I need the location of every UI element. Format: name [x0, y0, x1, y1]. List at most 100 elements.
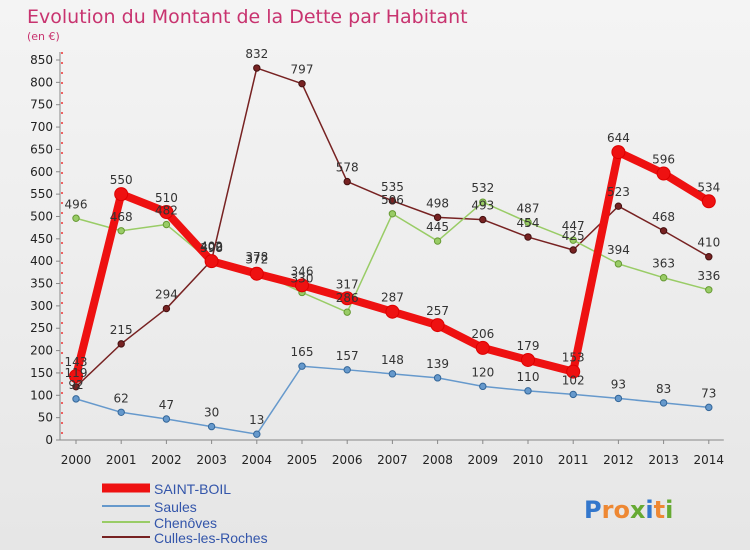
data-point-saint-boil: [430, 318, 445, 333]
logo-letter: i: [665, 496, 673, 524]
legend-label-culles-les-roches: Culles-les-Roches: [154, 530, 268, 546]
data-label-chen-ves: 398: [200, 241, 223, 255]
data-label-chen-ves: 286: [336, 291, 359, 305]
data-point-saint-boil: [340, 291, 355, 306]
data-label-saint-boil: 317: [336, 277, 359, 291]
data-label-chen-ves: 487: [517, 201, 540, 215]
chart-subtitle: (en €): [27, 30, 60, 43]
data-label-culles-les-roches: 578: [336, 161, 359, 175]
data-point-chen-ves: [72, 214, 80, 222]
data-point-culles-les-roches: [705, 253, 713, 261]
data-label-chen-ves: 378: [245, 250, 268, 264]
data-label-saules: 120: [471, 365, 494, 379]
data-label-saint-boil: 257: [426, 304, 449, 318]
data-point-culles-les-roches: [343, 177, 351, 186]
axes: 0 50 100 150 200 250 300 350 400 450 500 550 600 650 7…: [30, 52, 724, 467]
y-tick-label: 200: [30, 344, 53, 358]
proxiti-logo: Proxiti: [584, 496, 673, 524]
x-tick-label: 2006: [332, 453, 363, 467]
x-tick-label: 2010: [513, 453, 544, 467]
data-label-culles-les-roches: 468: [652, 210, 675, 224]
data-point-chen-ves: [659, 274, 668, 282]
data-point-culles-les-roches: [569, 246, 577, 254]
y-tick-label: 750: [30, 98, 53, 112]
legend: SAINT-BOIL SaulesChenôvesCulles-les-Roche…: [102, 481, 268, 546]
data-point-saint-boil: [249, 266, 264, 281]
data-point-saint-boil: [521, 352, 535, 367]
y-tick-label: 100: [30, 388, 53, 402]
y-tick-label: 650: [30, 142, 53, 156]
logo-letter: P: [584, 496, 602, 524]
data-point-saint-boil: [69, 369, 83, 384]
data-label-chen-ves: 336: [697, 269, 720, 283]
data-label-saint-boil: 510: [155, 191, 178, 205]
data-label-chen-ves: 447: [562, 219, 585, 233]
data-label-culles-les-roches: 832: [245, 47, 268, 61]
data-point-culles-les-roches: [524, 233, 532, 241]
data-label-chen-ves: 506: [381, 193, 404, 207]
data-point-saules: [524, 387, 532, 395]
data-label-saint-boil: 153: [562, 351, 585, 365]
x-tick-label: 2002: [151, 453, 182, 467]
data-point-saules: [253, 430, 261, 438]
data-label-saules: 93: [611, 377, 626, 391]
x-tick-label: 2014: [694, 453, 725, 467]
x-tick-label: 2009: [468, 453, 499, 467]
data-point-saint-boil: [475, 340, 490, 355]
data-point-saules: [388, 370, 397, 378]
data-point-saules: [72, 395, 80, 403]
data-point-chen-ves: [479, 198, 487, 206]
data-label-culles-les-roches: 402: [200, 239, 223, 253]
data-label-saules: 110: [517, 370, 540, 384]
data-label-chen-ves: 482: [155, 204, 178, 218]
x-tick-label: 2008: [422, 453, 453, 467]
data-point-chen-ves: [343, 308, 351, 316]
y-tick-label: 450: [30, 232, 53, 246]
legend-label-saint-boil: SAINT-BOIL: [154, 481, 231, 497]
data-label-culles-les-roches: 215: [110, 323, 133, 337]
data-label-culles-les-roches: 498: [426, 196, 449, 210]
data-label-saules: 165: [291, 345, 314, 359]
data-label-chen-ves: 496: [65, 197, 88, 211]
data-point-chen-ves: [117, 227, 125, 235]
y-tick-label: 50: [38, 411, 53, 425]
legend-label-chen-ves: Chenôves: [154, 515, 217, 531]
data-point-culles-les-roches: [614, 202, 623, 210]
data-point-chen-ves: [614, 260, 623, 268]
x-tick-label: 2007: [377, 453, 408, 467]
data-labels: 119 215 294 402 832 797 578 535 498 493 454 425 523 4…: [65, 47, 721, 427]
data-label-saules: 92: [68, 378, 83, 392]
data-point-culles-les-roches: [388, 197, 397, 205]
data-label-saint-boil: 644: [607, 131, 630, 145]
data-point-saint-boil: [385, 304, 400, 319]
y-tick-label: 250: [30, 321, 53, 335]
data-point-saules: [117, 408, 125, 416]
data-label-saules: 73: [701, 386, 716, 400]
data-point-saint-boil: [204, 254, 219, 269]
data-point-saint-boil: [566, 364, 581, 379]
data-point-chen-ves: [569, 236, 577, 244]
x-tick-label: 2011: [558, 453, 589, 467]
data-point-chen-ves: [524, 218, 532, 226]
data-label-chen-ves: 532: [471, 181, 494, 195]
data-label-saules: 30: [204, 406, 219, 420]
data-point-chen-ves: [162, 220, 171, 229]
x-tick-label: 2003: [196, 453, 227, 467]
data-label-saint-boil: 206: [471, 327, 494, 341]
data-point-saules: [433, 374, 442, 382]
y-tick-label: 700: [30, 120, 53, 134]
data-point-saules: [614, 394, 623, 403]
data-label-saules: 102: [562, 373, 585, 387]
data-label-saint-boil: 143: [65, 355, 88, 369]
data-label-culles-les-roches: 535: [381, 180, 404, 194]
y-tick-label: 850: [30, 53, 53, 67]
data-label-saint-boil: 287: [381, 291, 404, 305]
data-label-culles-les-roches: 294: [155, 288, 178, 302]
data-point-culles-les-roches: [117, 340, 125, 348]
logo-letter: x: [630, 496, 646, 524]
legend-label-saules: Saules: [154, 499, 197, 515]
data-point-saules: [298, 362, 306, 370]
data-label-chen-ves: 468: [110, 210, 133, 224]
